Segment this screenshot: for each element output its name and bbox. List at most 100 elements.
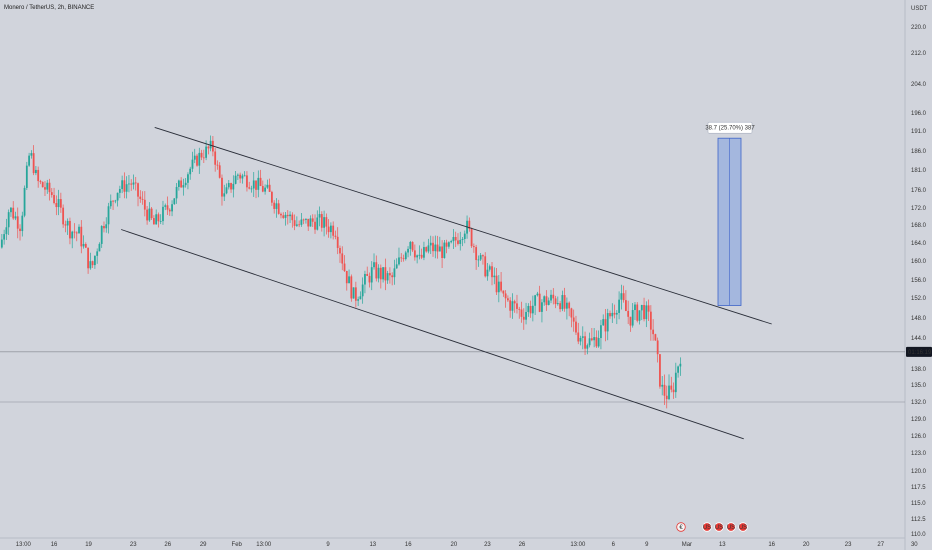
candle-body: [613, 312, 616, 315]
candle-body: [198, 152, 201, 166]
candle-body: [175, 186, 178, 199]
candle-body: [343, 263, 346, 271]
candle-body: [10, 207, 12, 213]
candle-body: [600, 325, 602, 339]
price-tick-label: 220.0: [911, 25, 927, 31]
candle-body: [243, 175, 246, 177]
candle-body: [398, 257, 400, 265]
event-badges[interactable]: € US US US US: [676, 522, 748, 532]
candle-body: [91, 261, 94, 266]
candle-body: [354, 287, 357, 301]
candle-body: [307, 218, 310, 227]
price-tick-label: 110.0: [911, 532, 926, 538]
candle-body: [75, 232, 78, 234]
candle-body: [216, 164, 219, 166]
event-badge: [714, 522, 724, 532]
candle-body: [656, 340, 659, 355]
candle-body: [445, 242, 448, 247]
candle-body: [48, 182, 51, 193]
candle-body: [150, 208, 153, 219]
candle-body: [73, 231, 76, 233]
candle-body: [384, 267, 387, 281]
candle-body: [196, 155, 198, 166]
candle-body: [71, 231, 74, 239]
price-tick-label: 120.0: [911, 469, 927, 475]
candle-body: [30, 153, 33, 156]
time-tick-label: 19: [85, 542, 92, 548]
price-tick-label: 117.5: [911, 485, 926, 491]
candle-body: [407, 248, 409, 253]
candle-body: [109, 200, 112, 207]
candle-body: [516, 303, 518, 309]
candle-body: [134, 182, 137, 184]
candle-body: [352, 287, 355, 299]
time-tick-label: Mar: [682, 542, 692, 548]
candle-body: [35, 169, 37, 174]
candle-body: [677, 366, 679, 373]
candle-body: [438, 246, 441, 252]
candle-body: [5, 227, 8, 235]
candle-body: [339, 247, 341, 254]
event-badge-label: US: [727, 525, 735, 531]
candle-body: [416, 255, 419, 258]
time-axis[interactable]: 13:00 16 19 23 26 29 Feb 13:00 9 13 16 20 23 26 13:00 6…: [16, 542, 918, 548]
candle-body: [3, 234, 6, 240]
price-tick-label: 176.0: [911, 188, 927, 194]
candle-body: [493, 275, 496, 278]
time-tick-label: 13: [719, 542, 726, 548]
candle-body: [123, 180, 126, 192]
candle-body: [413, 250, 416, 258]
candle-body: [182, 185, 185, 188]
candle-body: [668, 385, 670, 400]
candle-body: [377, 267, 380, 279]
candle-body: [586, 345, 589, 349]
event-badge-label: €: [679, 525, 683, 531]
time-tick-label: 9: [645, 542, 649, 548]
candle-body: [370, 267, 373, 283]
event-badge: [726, 522, 736, 532]
candle-body: [436, 244, 439, 252]
candle-body: [218, 165, 221, 178]
candle-body: [330, 225, 332, 233]
price-projection[interactable]: 38.7 (25.70%) 387: [705, 121, 755, 306]
candle-body: [425, 247, 428, 252]
time-tick-label: 20: [803, 542, 810, 548]
price-tick-label: 112.5: [911, 517, 926, 523]
candle-body: [103, 226, 105, 229]
price-tick-label: 168.0: [911, 223, 927, 229]
candle-body: [570, 308, 573, 318]
price-axis[interactable]: 220.0 212.0 204.0 196.0 191.0 186.0 181.0 176.0…: [906, 25, 932, 538]
candle-body: [597, 338, 600, 347]
candle-body: [602, 319, 605, 326]
candle-body: [554, 298, 557, 305]
candle-body: [12, 207, 15, 219]
price-tick-label: 152.0: [911, 296, 927, 302]
candle-body: [284, 214, 287, 218]
candle-body: [118, 189, 121, 193]
candle-body: [663, 384, 666, 396]
candle-body: [373, 262, 375, 268]
candle-body: [477, 259, 480, 261]
candle-body: [624, 300, 627, 311]
candle-body: [286, 214, 289, 217]
candle-body: [590, 338, 593, 341]
candle-body: [593, 337, 596, 341]
candle-body: [452, 236, 455, 242]
candle-body: [447, 242, 450, 247]
price-tick-label: 129.0: [911, 417, 927, 423]
projection-label-bg: [707, 121, 753, 134]
event-badge: [676, 522, 686, 532]
candle-body: [504, 293, 507, 299]
candle-body: [393, 268, 396, 278]
candle-body: [98, 243, 101, 252]
price-tick-label: 144.0: [911, 336, 927, 342]
trend-channel: [121, 126, 772, 440]
candle-body: [41, 182, 44, 188]
candle-body: [434, 244, 437, 252]
candle-body: [177, 180, 180, 187]
candle-body: [336, 236, 339, 248]
candle-body: [611, 312, 614, 317]
candle-body: [400, 257, 403, 259]
event-badge-label: US: [715, 525, 723, 531]
